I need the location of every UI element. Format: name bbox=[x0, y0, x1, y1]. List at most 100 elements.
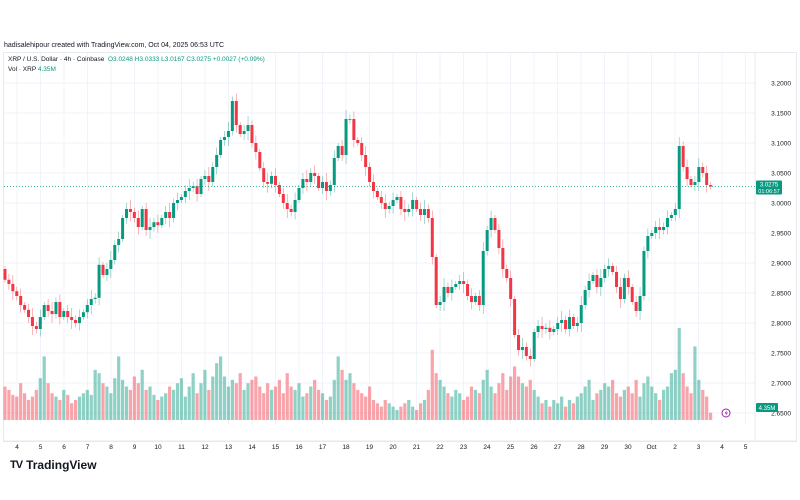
candle-down bbox=[46, 305, 50, 311]
volume-bar bbox=[230, 379, 234, 420]
volume-bar bbox=[501, 373, 505, 420]
symbol-title[interactable]: XRP / U.S. Dollar · 4h · Coinbase bbox=[8, 56, 105, 63]
candle-up bbox=[85, 305, 89, 313]
volume-bar bbox=[665, 386, 670, 420]
volume-bar bbox=[211, 376, 215, 420]
candle-up bbox=[599, 278, 603, 287]
candle-up bbox=[62, 311, 66, 317]
time-tick-label: 4 bbox=[15, 444, 19, 451]
candle-down bbox=[34, 326, 38, 329]
volume-bar bbox=[383, 399, 387, 420]
candle-down bbox=[517, 335, 521, 350]
volume-bar bbox=[638, 396, 642, 420]
volume-bar bbox=[693, 346, 697, 420]
volume-bar bbox=[164, 393, 168, 420]
volume-bar bbox=[85, 389, 89, 420]
volume-bar bbox=[356, 389, 360, 420]
volume-bar bbox=[395, 409, 399, 420]
volume-label[interactable]: Vol · XRP bbox=[8, 66, 37, 73]
time-tick-label: 5 bbox=[744, 444, 748, 451]
volume-bar bbox=[101, 383, 105, 420]
candle-down bbox=[564, 320, 568, 329]
volume-bar bbox=[544, 399, 548, 420]
volume-bar bbox=[277, 379, 281, 420]
candle-down bbox=[379, 197, 383, 203]
candle-down bbox=[15, 291, 19, 296]
candle-up bbox=[575, 323, 579, 326]
volume-bar bbox=[317, 389, 321, 420]
candle-up bbox=[270, 176, 274, 184]
candle-up bbox=[669, 215, 673, 218]
volume-bar bbox=[179, 378, 183, 420]
time-tick-label: 28 bbox=[577, 444, 585, 451]
candle-down bbox=[266, 182, 270, 184]
candle-up bbox=[183, 191, 187, 197]
candle-up bbox=[293, 200, 297, 212]
candle-down bbox=[360, 143, 364, 155]
candle-up bbox=[199, 179, 203, 194]
volume-bar bbox=[207, 389, 211, 420]
volume-bar bbox=[262, 393, 266, 420]
candle-up bbox=[211, 167, 215, 182]
candle-up bbox=[215, 155, 219, 167]
ohlc-close: C3.0275 bbox=[186, 56, 211, 63]
candle-up bbox=[560, 320, 564, 323]
candle-up bbox=[473, 296, 477, 302]
candle-up bbox=[607, 266, 611, 269]
volume-bar bbox=[26, 399, 31, 420]
volume-bar bbox=[571, 403, 575, 420]
candle-up bbox=[450, 287, 454, 293]
candle-up bbox=[219, 140, 223, 155]
candle-up bbox=[172, 203, 176, 218]
volume-bar bbox=[407, 399, 411, 420]
volume-bar bbox=[54, 396, 58, 420]
candle-up bbox=[242, 131, 246, 134]
time-tick-label: 29 bbox=[601, 444, 609, 451]
volume-bar bbox=[367, 386, 372, 420]
volume-bar bbox=[681, 373, 685, 420]
tradingview-brand[interactable]: TV TradingView bbox=[10, 458, 97, 472]
volume-bar bbox=[630, 393, 634, 420]
volume-bar bbox=[465, 396, 470, 420]
candle-down bbox=[571, 317, 575, 326]
volume-bar bbox=[309, 386, 313, 420]
volume-bar bbox=[513, 366, 517, 420]
time-tick-label: Oct bbox=[646, 444, 656, 451]
volume-bar bbox=[473, 389, 477, 420]
volume-bar bbox=[379, 406, 383, 420]
volume-bar bbox=[579, 393, 583, 420]
volume-bar bbox=[152, 394, 156, 420]
tradingview-logo-icon: TV bbox=[10, 459, 23, 471]
candle-up bbox=[105, 269, 109, 275]
volume-bar bbox=[591, 399, 595, 420]
volume-bar bbox=[364, 396, 368, 420]
price-tick-label: 3.2000 bbox=[771, 81, 791, 88]
candle-up bbox=[191, 186, 195, 188]
price-tick-label: 3.0000 bbox=[771, 201, 791, 208]
candle-down bbox=[285, 203, 289, 209]
time-tick-label: 10 bbox=[154, 444, 162, 451]
candle-down bbox=[681, 146, 685, 167]
volume-bar bbox=[215, 363, 219, 420]
volume-bar bbox=[30, 396, 35, 420]
candle-up bbox=[348, 119, 352, 120]
volume-bar bbox=[219, 356, 223, 420]
ohlc-low: L3.0167 bbox=[161, 56, 185, 63]
volume-bar bbox=[3, 386, 7, 420]
volume-bar bbox=[305, 393, 309, 420]
volume-bar bbox=[109, 393, 113, 420]
candle-up bbox=[552, 329, 556, 332]
candle-up bbox=[109, 260, 113, 269]
volume-bar bbox=[258, 386, 262, 420]
volume-bar bbox=[658, 399, 662, 420]
candle-down bbox=[493, 218, 497, 230]
volume-bar bbox=[497, 383, 501, 420]
volume-bar bbox=[121, 379, 125, 420]
candle-down bbox=[513, 299, 517, 335]
candle-down bbox=[262, 168, 266, 182]
volume-bar bbox=[646, 376, 650, 420]
volume-value: 4.35M bbox=[37, 66, 56, 73]
candle-up bbox=[387, 206, 391, 209]
candle-up bbox=[203, 176, 207, 179]
